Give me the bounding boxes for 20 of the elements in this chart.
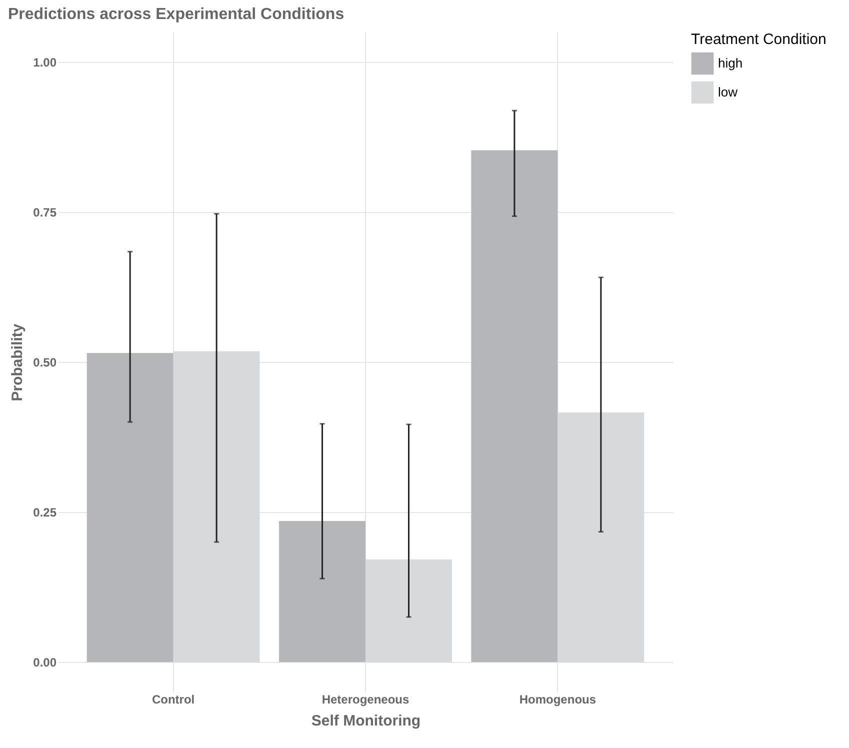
legend-label: low xyxy=(718,84,738,100)
bar xyxy=(173,351,260,662)
y-tick-label: 0.50 xyxy=(33,356,57,370)
bar xyxy=(86,353,174,662)
y-tick-label: 1.00 xyxy=(33,56,57,70)
legend-label: high xyxy=(718,56,743,70)
y-axis-title: Probability xyxy=(9,323,26,402)
bar xyxy=(279,521,366,662)
chart-title: Predictions across Experimental Conditions xyxy=(8,6,344,23)
x-axis-title: Self Monitoring xyxy=(311,712,421,730)
y-tick-label: 0.75 xyxy=(33,206,57,220)
bar xyxy=(366,559,452,662)
x-tick-label: Control xyxy=(152,692,195,706)
legend-title: Treatment Condition xyxy=(691,31,826,48)
y-tick-label: 0.00 xyxy=(33,656,57,670)
x-tick-label: Homogenous xyxy=(519,692,596,706)
bar xyxy=(558,412,644,662)
bar xyxy=(471,150,558,662)
x-tick-label: Heterogeneous xyxy=(322,692,410,706)
y-tick-label: 0.25 xyxy=(33,506,57,520)
